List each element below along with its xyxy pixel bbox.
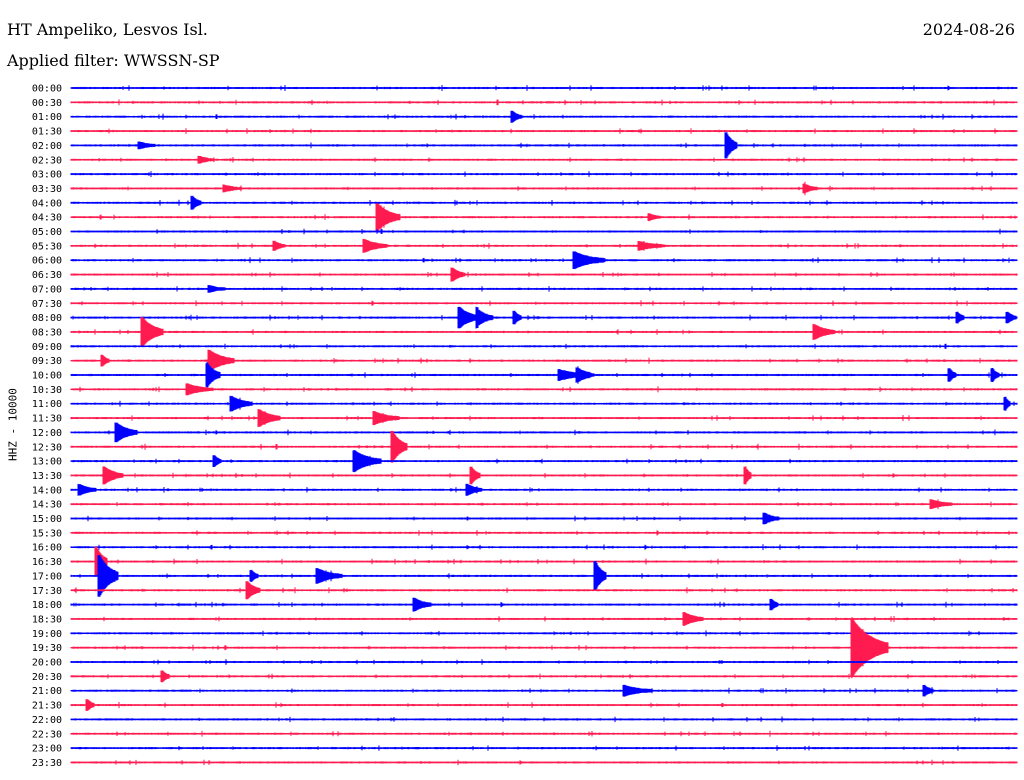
time-label: 20:30 [32,672,62,683]
time-label: 19:00 [32,629,62,640]
time-label: 01:30 [32,127,62,138]
time-label: 04:30 [32,213,62,224]
time-label: 14:00 [32,485,62,496]
time-label: 17:00 [32,571,62,582]
filter-label: Applied filter: WWSSN-SP [7,51,220,70]
time-label: 16:30 [32,557,62,568]
time-label: 03:30 [32,184,62,195]
time-label: 02:30 [32,155,62,166]
time-label: 07:30 [32,299,62,310]
record-date: 2024-08-26 [922,20,1015,39]
time-label: 06:30 [32,270,62,281]
time-label: 19:30 [32,643,62,654]
time-label: 04:00 [32,198,62,209]
time-label: 11:30 [32,414,62,425]
time-label: 08:00 [32,313,62,324]
time-label: 13:00 [32,457,62,468]
time-label: 23:00 [32,744,62,755]
time-label: 14:30 [32,500,62,511]
time-label: 01:00 [32,112,62,123]
time-label: 09:00 [32,342,62,353]
time-label: 13:30 [32,471,62,482]
time-label: 12:00 [32,428,62,439]
time-label: 07:00 [32,284,62,295]
time-label: 18:30 [32,614,62,625]
time-label: 03:00 [32,170,62,181]
time-label: 21:00 [32,686,62,697]
time-label: 12:30 [32,442,62,453]
time-label: 15:30 [32,528,62,539]
time-label: 11:00 [32,399,62,410]
time-label: 22:00 [32,715,62,726]
time-label: 00:00 [32,84,62,95]
time-label: 05:00 [32,227,62,238]
time-label: 16:00 [32,543,62,554]
time-label: 02:00 [32,141,62,152]
time-label: 06:00 [32,256,62,267]
time-label: 15:00 [32,514,62,525]
time-label: 10:00 [32,371,62,382]
time-label: 21:30 [32,701,62,712]
time-label: 08:30 [32,327,62,338]
station-title: HT Ampeliko, Lesvos Isl. [7,20,208,39]
time-label: 17:30 [32,586,62,597]
time-label: 00:30 [32,98,62,109]
time-label: 05:30 [32,241,62,252]
time-label: 23:30 [32,758,62,769]
time-label: 20:00 [32,658,62,669]
time-label: 22:30 [32,729,62,740]
time-label: 09:30 [32,356,62,367]
time-label: 18:00 [32,600,62,611]
time-label: 10:30 [32,385,62,396]
